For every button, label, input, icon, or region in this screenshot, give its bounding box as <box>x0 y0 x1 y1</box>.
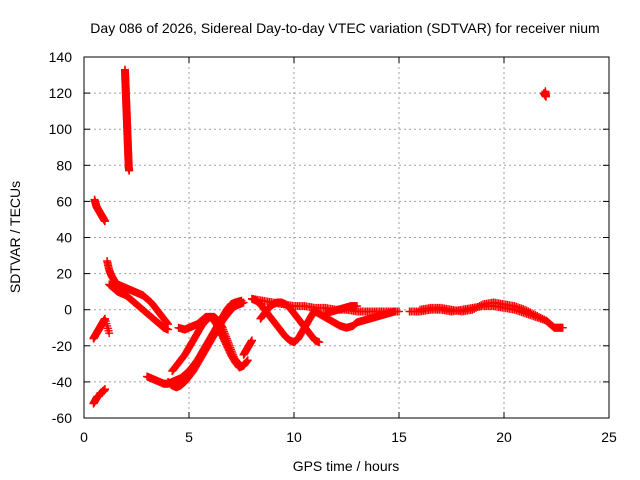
data-point <box>243 356 252 365</box>
data-point <box>540 315 549 324</box>
grid-lines <box>84 57 609 418</box>
data-point <box>558 323 567 332</box>
y-tick-label: 0 <box>64 302 72 318</box>
data-point <box>101 217 109 226</box>
data-point <box>472 303 480 312</box>
y-tick-label: 120 <box>49 85 73 101</box>
tick-marks <box>83 56 610 419</box>
data-point <box>315 338 324 347</box>
x-tick-label: 10 <box>286 429 302 445</box>
x-tick-labels: 0 5 10 15 20 25 <box>80 429 617 445</box>
data-point <box>529 310 538 319</box>
x-tick-label: 15 <box>391 429 407 445</box>
x-axis-label: GPS time / hours <box>293 458 400 474</box>
y-tick-label: 140 <box>49 49 73 65</box>
series-pass-b <box>89 385 109 408</box>
chart-title: Day 086 of 2026, Sidereal Day-to-day VTE… <box>90 20 599 36</box>
y-tick-label: -40 <box>52 374 72 390</box>
series-pass-q <box>416 298 550 325</box>
x-tick-label: 25 <box>601 429 617 445</box>
data-point <box>248 336 256 345</box>
data-point <box>125 166 134 175</box>
data-point <box>522 306 531 315</box>
data-point <box>533 312 542 321</box>
data-point <box>470 304 479 313</box>
y-tick-label: -60 <box>52 410 72 426</box>
data-point <box>528 309 536 318</box>
data-point <box>538 314 547 323</box>
data-point <box>242 358 251 367</box>
data-point <box>526 308 535 317</box>
data-point <box>390 307 399 316</box>
series-pass-e <box>105 280 172 334</box>
y-tick-label: 60 <box>56 193 72 209</box>
y-tick-label: 20 <box>56 266 72 282</box>
data-point <box>164 325 172 334</box>
y-tick-label: 100 <box>49 121 73 137</box>
x-tick-label: 0 <box>80 429 88 445</box>
data-point <box>353 302 361 311</box>
series-pass-j <box>239 336 256 359</box>
series-spike-2h <box>120 65 134 175</box>
series-pass-a <box>90 195 109 226</box>
series-pass-d <box>103 256 172 329</box>
data-points <box>89 65 567 408</box>
series-pass-c <box>89 314 114 343</box>
y-tick-label: 80 <box>56 157 72 173</box>
data-point <box>239 298 248 307</box>
data-point <box>473 302 482 311</box>
data-point <box>524 307 533 316</box>
data-point <box>541 87 550 96</box>
data-point <box>535 312 543 321</box>
x-tick-label: 5 <box>185 429 193 445</box>
y-tick-labels: -60 -40 -20 0 20 40 60 80 100 120 140 <box>49 49 73 426</box>
series-spike-22h <box>539 87 550 101</box>
data-point <box>477 301 486 310</box>
series-pass-n <box>311 307 399 332</box>
data-point <box>475 302 484 311</box>
series-pass-i <box>174 312 252 372</box>
data-point <box>105 329 114 338</box>
data-point <box>521 305 529 314</box>
data-point <box>542 316 550 325</box>
y-axis-label: SDTVAR / TECUs <box>7 181 23 293</box>
data-point <box>536 313 545 322</box>
y-tick-label: 40 <box>56 230 72 246</box>
y-tick-label: -20 <box>52 338 72 354</box>
x-tick-label: 20 <box>496 429 512 445</box>
data-point <box>101 385 109 394</box>
data-point <box>531 311 540 320</box>
series-pass-g <box>164 298 248 392</box>
series-pass-o <box>321 302 361 318</box>
data-point <box>468 305 477 314</box>
